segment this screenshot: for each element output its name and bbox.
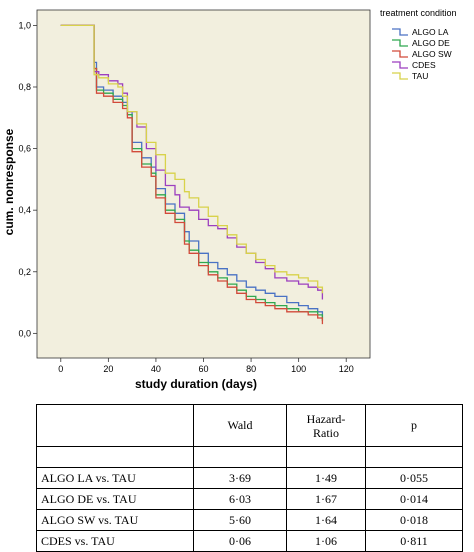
- p-value-cell: 0·018: [365, 509, 463, 531]
- comparison-cell: ALGO LA vs. TAU: [36, 467, 194, 489]
- x-tick-label: 100: [291, 364, 306, 374]
- x-tick-label: 0: [58, 364, 63, 374]
- table-header-row: Wald Hazard- Ratio p: [36, 404, 463, 447]
- hazard-ratio-cell: 1·06: [286, 530, 366, 552]
- y-tick-label: 0,8: [18, 82, 31, 92]
- header-p: p: [365, 404, 463, 447]
- y-tick-label: 0,2: [18, 267, 31, 277]
- spacer-cell: [286, 446, 366, 468]
- y-tick-label: 0,0: [18, 328, 31, 338]
- table-row: ALGO DE vs. TAU 6·03 1·67 0·014: [36, 488, 463, 510]
- table-row: CDES vs. TAU 0·06 1·06 0·811: [36, 530, 463, 552]
- legend-label-algo-la: ALGO LA: [412, 27, 449, 37]
- legend-swatch-cdes: [392, 61, 408, 69]
- spacer-cell: [365, 446, 463, 468]
- x-tick-label: 40: [151, 364, 161, 374]
- comparison-cell: ALGO DE vs. TAU: [36, 488, 194, 510]
- legend-label-cdes: CDES: [412, 60, 436, 70]
- series-line-cdes: [60, 24, 324, 300]
- legend-label-algo-de: ALGO DE: [412, 38, 450, 48]
- p-value-cell: 0·811: [365, 530, 463, 552]
- series-layer: [60, 24, 324, 325]
- wald-cell: 6·03: [193, 488, 287, 510]
- axis-ticks: 0 20 40 60 80 100 120 0,0 0,2 0,4 0,6 0,8 1,0: [18, 20, 353, 374]
- y-tick-label: 0,4: [18, 205, 31, 215]
- series-line-algo-la: [60, 24, 324, 318]
- hazard-ratio-cell: 1·49: [286, 467, 366, 489]
- survival-chart: 0 20 40 60 80 100 120 0,0 0,2 0,4 0,6 0,8 1,0 cum. n…: [2, 8, 457, 391]
- header-wald: Wald: [193, 404, 287, 447]
- x-tick-label: 120: [339, 364, 354, 374]
- y-axis-title: cum. nonresponse: [2, 128, 16, 235]
- p-value-cell: 0·014: [365, 488, 463, 510]
- wald-cell: 3·69: [193, 467, 287, 489]
- legend-title: treatment condition: [380, 8, 457, 18]
- plot-area: [36, 9, 371, 359]
- series-line-algo-sw: [60, 24, 324, 325]
- header-hazard-ratio: Hazard- Ratio: [286, 404, 366, 447]
- p-value-cell: 0·055: [365, 467, 463, 489]
- legend-label-tau: TAU: [412, 71, 428, 81]
- spacer-cell: [193, 446, 287, 468]
- table-spacer-row: [36, 446, 463, 468]
- legend-label-algo-sw: ALGO SW: [412, 49, 452, 59]
- x-tick-label: 80: [246, 364, 256, 374]
- header-comparison: [36, 404, 194, 447]
- series-line-tau: [60, 24, 324, 294]
- hazard-ratio-cell: 1·67: [286, 488, 366, 510]
- spacer-cell: [36, 446, 194, 468]
- legend-swatch-algo-de: [392, 39, 408, 47]
- x-tick-label: 60: [198, 364, 208, 374]
- comparison-cell: ALGO SW vs. TAU: [36, 509, 194, 531]
- wald-cell: 0·06: [193, 530, 287, 552]
- x-tick-label: 20: [103, 364, 113, 374]
- series-line-algo-de: [60, 24, 324, 321]
- hazard-ratio-cell: 1·64: [286, 509, 366, 531]
- legend-swatch-algo-la: [392, 28, 408, 36]
- table-row: ALGO SW vs. TAU 5·60 1·64 0·018: [36, 509, 463, 531]
- legend-swatch-algo-sw: [392, 50, 408, 58]
- table-row: ALGO LA vs. TAU 3·69 1·49 0·055: [36, 467, 463, 489]
- y-tick-label: 0,6: [18, 144, 31, 154]
- wald-cell: 5·60: [193, 509, 287, 531]
- comparison-cell: CDES vs. TAU: [36, 530, 194, 552]
- y-tick-label: 1,0: [18, 20, 31, 30]
- legend-swatch-tau: [392, 72, 408, 80]
- x-axis-title: study duration (days): [135, 377, 257, 391]
- comparison-table: Wald Hazard- Ratio p ALGO LA vs. TAU 3·6…: [36, 404, 463, 552]
